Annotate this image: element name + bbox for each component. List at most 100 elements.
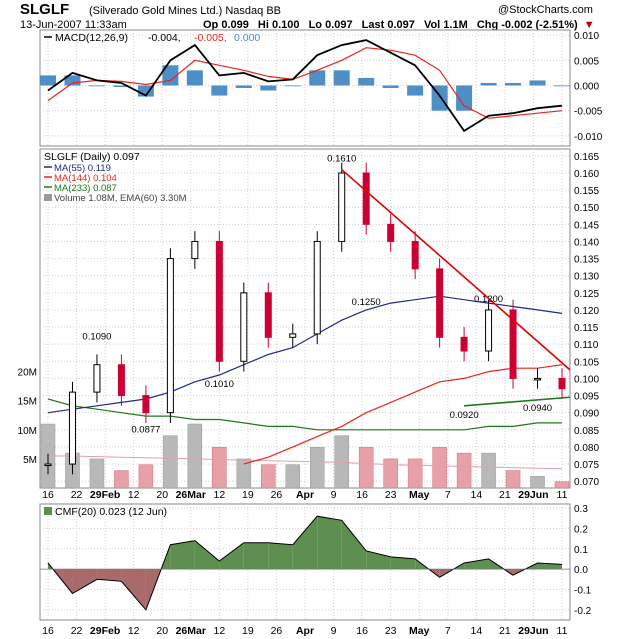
- price-annotation: 0.0920: [450, 410, 479, 421]
- volume-bar: [236, 458, 252, 488]
- price-candle-body: [264, 292, 272, 338]
- macd-line: [47, 39, 563, 133]
- x-axis-label: 11: [557, 625, 568, 637]
- x-axis-label: May: [409, 625, 430, 637]
- price-y-tick: 0.085: [574, 426, 599, 437]
- price-candle-body: [534, 377, 542, 381]
- cmf-y-tick: -0.1: [574, 585, 592, 596]
- price-annotation: 0.1090: [82, 332, 111, 343]
- price-candle-body: [411, 240, 419, 270]
- price-legend-title: SLGLF (Daily) 0.097: [44, 151, 140, 163]
- macd-legend: MACD(12,26,9) -0.004, -0.005, 0.000: [44, 32, 260, 44]
- price-annotation: 0.1010: [205, 379, 234, 390]
- x-axis-label: 20: [156, 625, 168, 637]
- cmf-area: [317, 516, 342, 570]
- quote-datetime: 13-Jun-2007 11:33am: [20, 19, 127, 31]
- price-candle-body: [289, 333, 297, 338]
- macd-legend-signal: -0.005,: [194, 32, 227, 44]
- price-y-tick: 0.165: [574, 152, 599, 163]
- price-annotation: 0.0940: [523, 403, 552, 414]
- volume-bar: [530, 476, 545, 488]
- macd-histogram-bar: [480, 82, 497, 86]
- volume-legend-swatch: [44, 194, 52, 201]
- macd-histogram-bar: [333, 70, 350, 86]
- macd-y-tick: 0.010: [574, 31, 599, 42]
- x-axis-label: May: [409, 489, 430, 501]
- cmf-area: [121, 569, 146, 610]
- x-axis-label: 12: [128, 489, 140, 501]
- macd-legend-name: MACD(12,26,9): [55, 32, 128, 44]
- x-axis-label: Apr: [296, 489, 314, 501]
- ma233-line: [47, 398, 562, 431]
- open-value: Op 0.099: [203, 19, 249, 31]
- cmf-area: [72, 569, 97, 594]
- volume-bar: [114, 470, 129, 488]
- price-candle-body: [68, 391, 76, 465]
- macd-histogram-bar: [113, 85, 130, 87]
- x-axis-label: 26: [271, 625, 283, 637]
- macd-histogram-bar: [456, 85, 473, 111]
- price-candle-body: [338, 172, 346, 242]
- x-axis-label: 26Mar: [176, 489, 206, 501]
- price-y-tick: 0.125: [574, 289, 599, 300]
- x-axis-label: 12: [213, 489, 225, 501]
- volume-bar: [383, 458, 398, 488]
- price-y-tick: 0.120: [574, 306, 599, 317]
- volume-bar: [261, 464, 276, 488]
- volume-legend: Volume 1.08M, EMA(60) 3.30M: [54, 193, 187, 204]
- cmf-legend-swatch: [44, 507, 52, 515]
- x-axis-label: 7: [445, 625, 451, 637]
- x-axis-label: 22: [71, 489, 83, 501]
- macd-histogram-bar: [88, 85, 105, 87]
- price-candle-body: [93, 364, 101, 393]
- macd-histogram-bar: [186, 70, 203, 86]
- volume-bar: [505, 470, 521, 488]
- price-y-tick: 0.150: [574, 203, 599, 214]
- x-axis-label: 26Mar: [176, 625, 206, 637]
- volume-y-tick: 10M: [18, 426, 37, 437]
- price-y-tick: 0.080: [574, 443, 599, 454]
- volume-bar: [456, 452, 472, 488]
- x-axis-label: 26: [271, 489, 283, 501]
- price-y-tick: 0.105: [574, 357, 599, 368]
- x-axis-label: 21: [499, 625, 511, 637]
- low-value: Lo 0.097: [308, 19, 353, 31]
- volume-plot: [40, 423, 570, 488]
- price-candle-body: [362, 172, 370, 225]
- volume-bar: [554, 481, 570, 488]
- volume-y-tick: 15M: [18, 397, 37, 408]
- price-candle-body: [485, 309, 493, 352]
- volume-bar: [407, 458, 423, 488]
- ma144-line: [243, 364, 563, 465]
- resistance-trend-line: [341, 168, 570, 371]
- price-y-tick: 0.110: [574, 340, 599, 351]
- volume-bar: [138, 464, 154, 488]
- price-annotation: 0.0877: [131, 425, 160, 436]
- cmf-area: [170, 540, 195, 570]
- macd-histogram-bar: [382, 85, 399, 88]
- macd-histogram-bar: [554, 85, 570, 87]
- price-y-tick: 0.140: [574, 237, 599, 248]
- cmf-legend: CMF(20) 0.023 (12 Jun): [44, 506, 167, 518]
- price-candle-body: [166, 258, 174, 414]
- cmf-area: [219, 542, 244, 570]
- macd-signal-line: [47, 47, 563, 119]
- macd-histogram-bar: [260, 85, 277, 91]
- price-y-tick: 0.160: [574, 169, 599, 180]
- price-candle-body: [142, 395, 150, 414]
- volume-ema-line: [48, 455, 563, 470]
- x-axis-label: 22: [71, 625, 83, 637]
- cmf-area: [194, 540, 220, 570]
- price-y-tick: 0.075: [574, 460, 599, 471]
- x-axis-label: 19: [242, 625, 254, 637]
- volume-bar: [432, 447, 447, 488]
- price-candle-body: [313, 240, 321, 335]
- cmf-y-tick: 0.1: [574, 545, 588, 556]
- macd-y-tick: -0.005: [574, 107, 603, 118]
- volume-bar: [285, 464, 301, 488]
- macd-y-tick: -0.010: [574, 132, 603, 143]
- volume-bar: [358, 447, 374, 488]
- last-value: Last 0.097: [361, 19, 415, 31]
- volume-bar: [309, 447, 325, 488]
